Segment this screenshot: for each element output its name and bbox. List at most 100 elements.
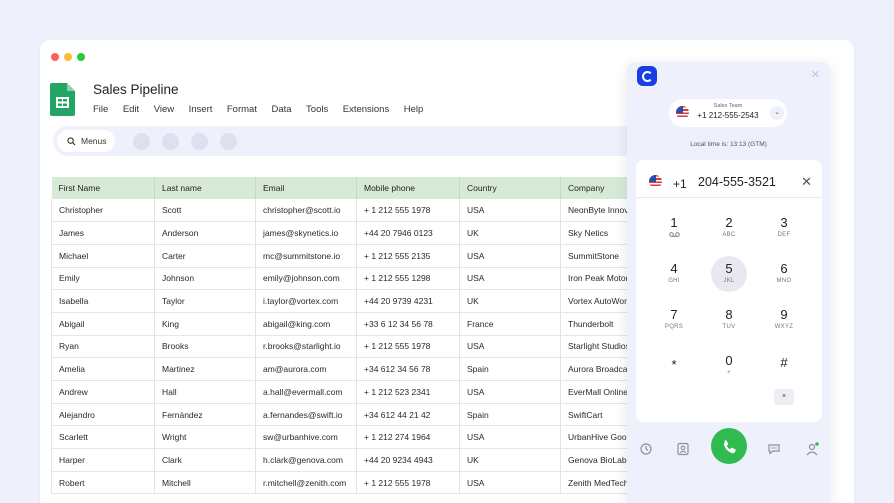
table-cell[interactable]: Emily: [51, 267, 155, 291]
table-cell[interactable]: Abigail: [51, 312, 155, 336]
keypad-key[interactable]: 6 MNO: [766, 256, 802, 292]
menu-item[interactable]: Insert: [188, 104, 213, 115]
menu-item[interactable]: Help: [403, 104, 424, 115]
column-header[interactable]: Country: [459, 177, 561, 199]
table-cell[interactable]: Robert: [51, 471, 155, 495]
table-cell[interactable]: Alejandro: [51, 403, 155, 427]
table-cell[interactable]: UK: [459, 221, 561, 245]
table-cell[interactable]: Spain: [459, 403, 561, 427]
table-cell[interactable]: emily@johnson.com: [255, 267, 357, 291]
table-cell[interactable]: + 1 212 555 1978: [356, 199, 460, 223]
table-cell[interactable]: +34 612 44 21 42: [356, 403, 460, 427]
table-cell[interactable]: Anderson: [154, 221, 256, 245]
table-cell[interactable]: James: [51, 221, 155, 245]
keypad-key[interactable]: 8 TUV: [711, 302, 747, 338]
document-title[interactable]: Sales Pipeline: [93, 82, 179, 97]
table-cell[interactable]: r.brooks@starlight.io: [255, 335, 357, 359]
table-cell[interactable]: Carter: [154, 244, 256, 268]
table-cell[interactable]: sw@urbanhive.com: [255, 425, 357, 450]
table-cell[interactable]: +44 20 9739 4231: [356, 289, 460, 313]
table-cell[interactable]: +33 6 12 34 56 78: [356, 312, 460, 336]
table-cell[interactable]: + 1 212 555 1298: [356, 267, 460, 291]
table-cell[interactable]: Martinez: [154, 357, 256, 381]
table-cell[interactable]: UK: [459, 448, 561, 472]
table-cell[interactable]: +34 612 34 56 78: [356, 357, 460, 381]
chat-icon[interactable]: [767, 442, 781, 456]
table-cell[interactable]: + 1 212 555 1978: [356, 471, 460, 495]
table-cell[interactable]: Isabella: [51, 289, 155, 313]
keypad-key[interactable]: #: [766, 348, 802, 384]
table-cell[interactable]: + 1 212 274 1964: [356, 425, 460, 450]
column-header[interactable]: Company: [560, 177, 641, 199]
table-cell[interactable]: King: [154, 312, 256, 336]
user-icon[interactable]: [805, 442, 819, 456]
table-cell[interactable]: Wright: [154, 425, 256, 450]
column-header[interactable]: Email: [255, 177, 357, 199]
toolbar-button[interactable]: [133, 133, 150, 150]
contacts-icon[interactable]: [676, 442, 690, 456]
toolbar-button[interactable]: [220, 133, 237, 150]
table-cell[interactable]: james@skynetics.io: [255, 221, 357, 245]
menu-item[interactable]: Format: [226, 104, 257, 115]
keypad-key[interactable]: 7 PQRS: [656, 302, 692, 338]
table-cell[interactable]: mc@summitstone.io: [255, 244, 357, 268]
backspace-button[interactable]: ×: [774, 389, 794, 405]
table-cell[interactable]: i.taylor@vortex.com: [255, 289, 357, 313]
close-dialer-icon[interactable]: ✕: [810, 69, 820, 81]
table-cell[interactable]: abigail@king.com: [255, 312, 357, 336]
chevron-down-icon[interactable]: ⌄: [770, 106, 784, 120]
column-header[interactable]: Last name: [154, 177, 256, 199]
table-cell[interactable]: christopher@scott.io: [255, 199, 357, 223]
table-cell[interactable]: USA: [459, 471, 561, 495]
table-cell[interactable]: Ryan: [51, 335, 155, 359]
table-cell[interactable]: Johnson: [154, 267, 256, 291]
column-header[interactable]: First Name: [51, 177, 155, 199]
line-selector[interactable]: Sales Team +1 212-555-2543 ⌄: [669, 99, 787, 127]
table-cell[interactable]: Brooks: [154, 335, 256, 359]
keypad-key[interactable]: 9 WXYZ: [766, 302, 802, 338]
table-cell[interactable]: h.clark@genova.com: [255, 448, 357, 472]
dialed-number-input[interactable]: 204-555-3521: [698, 175, 776, 189]
call-button[interactable]: [711, 428, 747, 464]
table-cell[interactable]: France: [459, 312, 561, 336]
menu-item[interactable]: File: [93, 104, 109, 115]
table-cell[interactable]: Hall: [154, 380, 256, 404]
table-cell[interactable]: Harper: [51, 448, 155, 472]
table-cell[interactable]: USA: [459, 267, 561, 291]
keypad-key[interactable]: 4 GHI: [656, 256, 692, 292]
table-cell[interactable]: +44 20 9234 4943: [356, 448, 460, 472]
table-cell[interactable]: am@aurora.com: [255, 357, 357, 381]
table-cell[interactable]: UK: [459, 289, 561, 313]
table-cell[interactable]: USA: [459, 425, 561, 450]
table-cell[interactable]: + 1 212 555 1978: [356, 335, 460, 359]
table-cell[interactable]: Taylor: [154, 289, 256, 313]
table-cell[interactable]: Michael: [51, 244, 155, 268]
table-cell[interactable]: Spain: [459, 357, 561, 381]
table-cell[interactable]: r.mitchell@zenith.com: [255, 471, 357, 495]
table-cell[interactable]: a.hall@evermall.com: [255, 380, 357, 404]
keypad-key[interactable]: 2 ABC: [711, 210, 747, 246]
table-cell[interactable]: Andrew: [51, 380, 155, 404]
table-cell[interactable]: Scott: [154, 199, 256, 223]
column-header[interactable]: Mobile phone: [356, 177, 460, 199]
table-cell[interactable]: USA: [459, 199, 561, 223]
minimize-window-button[interactable]: [64, 53, 72, 61]
menus-button[interactable]: Menus: [57, 130, 115, 152]
table-cell[interactable]: Fernández: [154, 403, 256, 427]
menu-item[interactable]: Extensions: [342, 104, 390, 115]
keypad-key[interactable]: 3 DEF: [766, 210, 802, 246]
table-cell[interactable]: Christopher: [51, 199, 155, 223]
table-cell[interactable]: + 1 212 555 2135: [356, 244, 460, 268]
keypad-key[interactable]: 1: [656, 210, 692, 246]
table-cell[interactable]: Clark: [154, 448, 256, 472]
table-cell[interactable]: USA: [459, 335, 561, 359]
table-cell[interactable]: + 1 212 523 2341: [356, 380, 460, 404]
table-cell[interactable]: Mitchell: [154, 471, 256, 495]
menu-item[interactable]: Edit: [122, 104, 140, 115]
close-window-button[interactable]: [51, 53, 59, 61]
menu-item[interactable]: Tools: [306, 104, 329, 115]
country-code[interactable]: +1: [673, 177, 687, 191]
keypad-key[interactable]: *: [656, 348, 692, 384]
maximize-window-button[interactable]: [77, 53, 85, 61]
history-icon[interactable]: [639, 442, 653, 456]
